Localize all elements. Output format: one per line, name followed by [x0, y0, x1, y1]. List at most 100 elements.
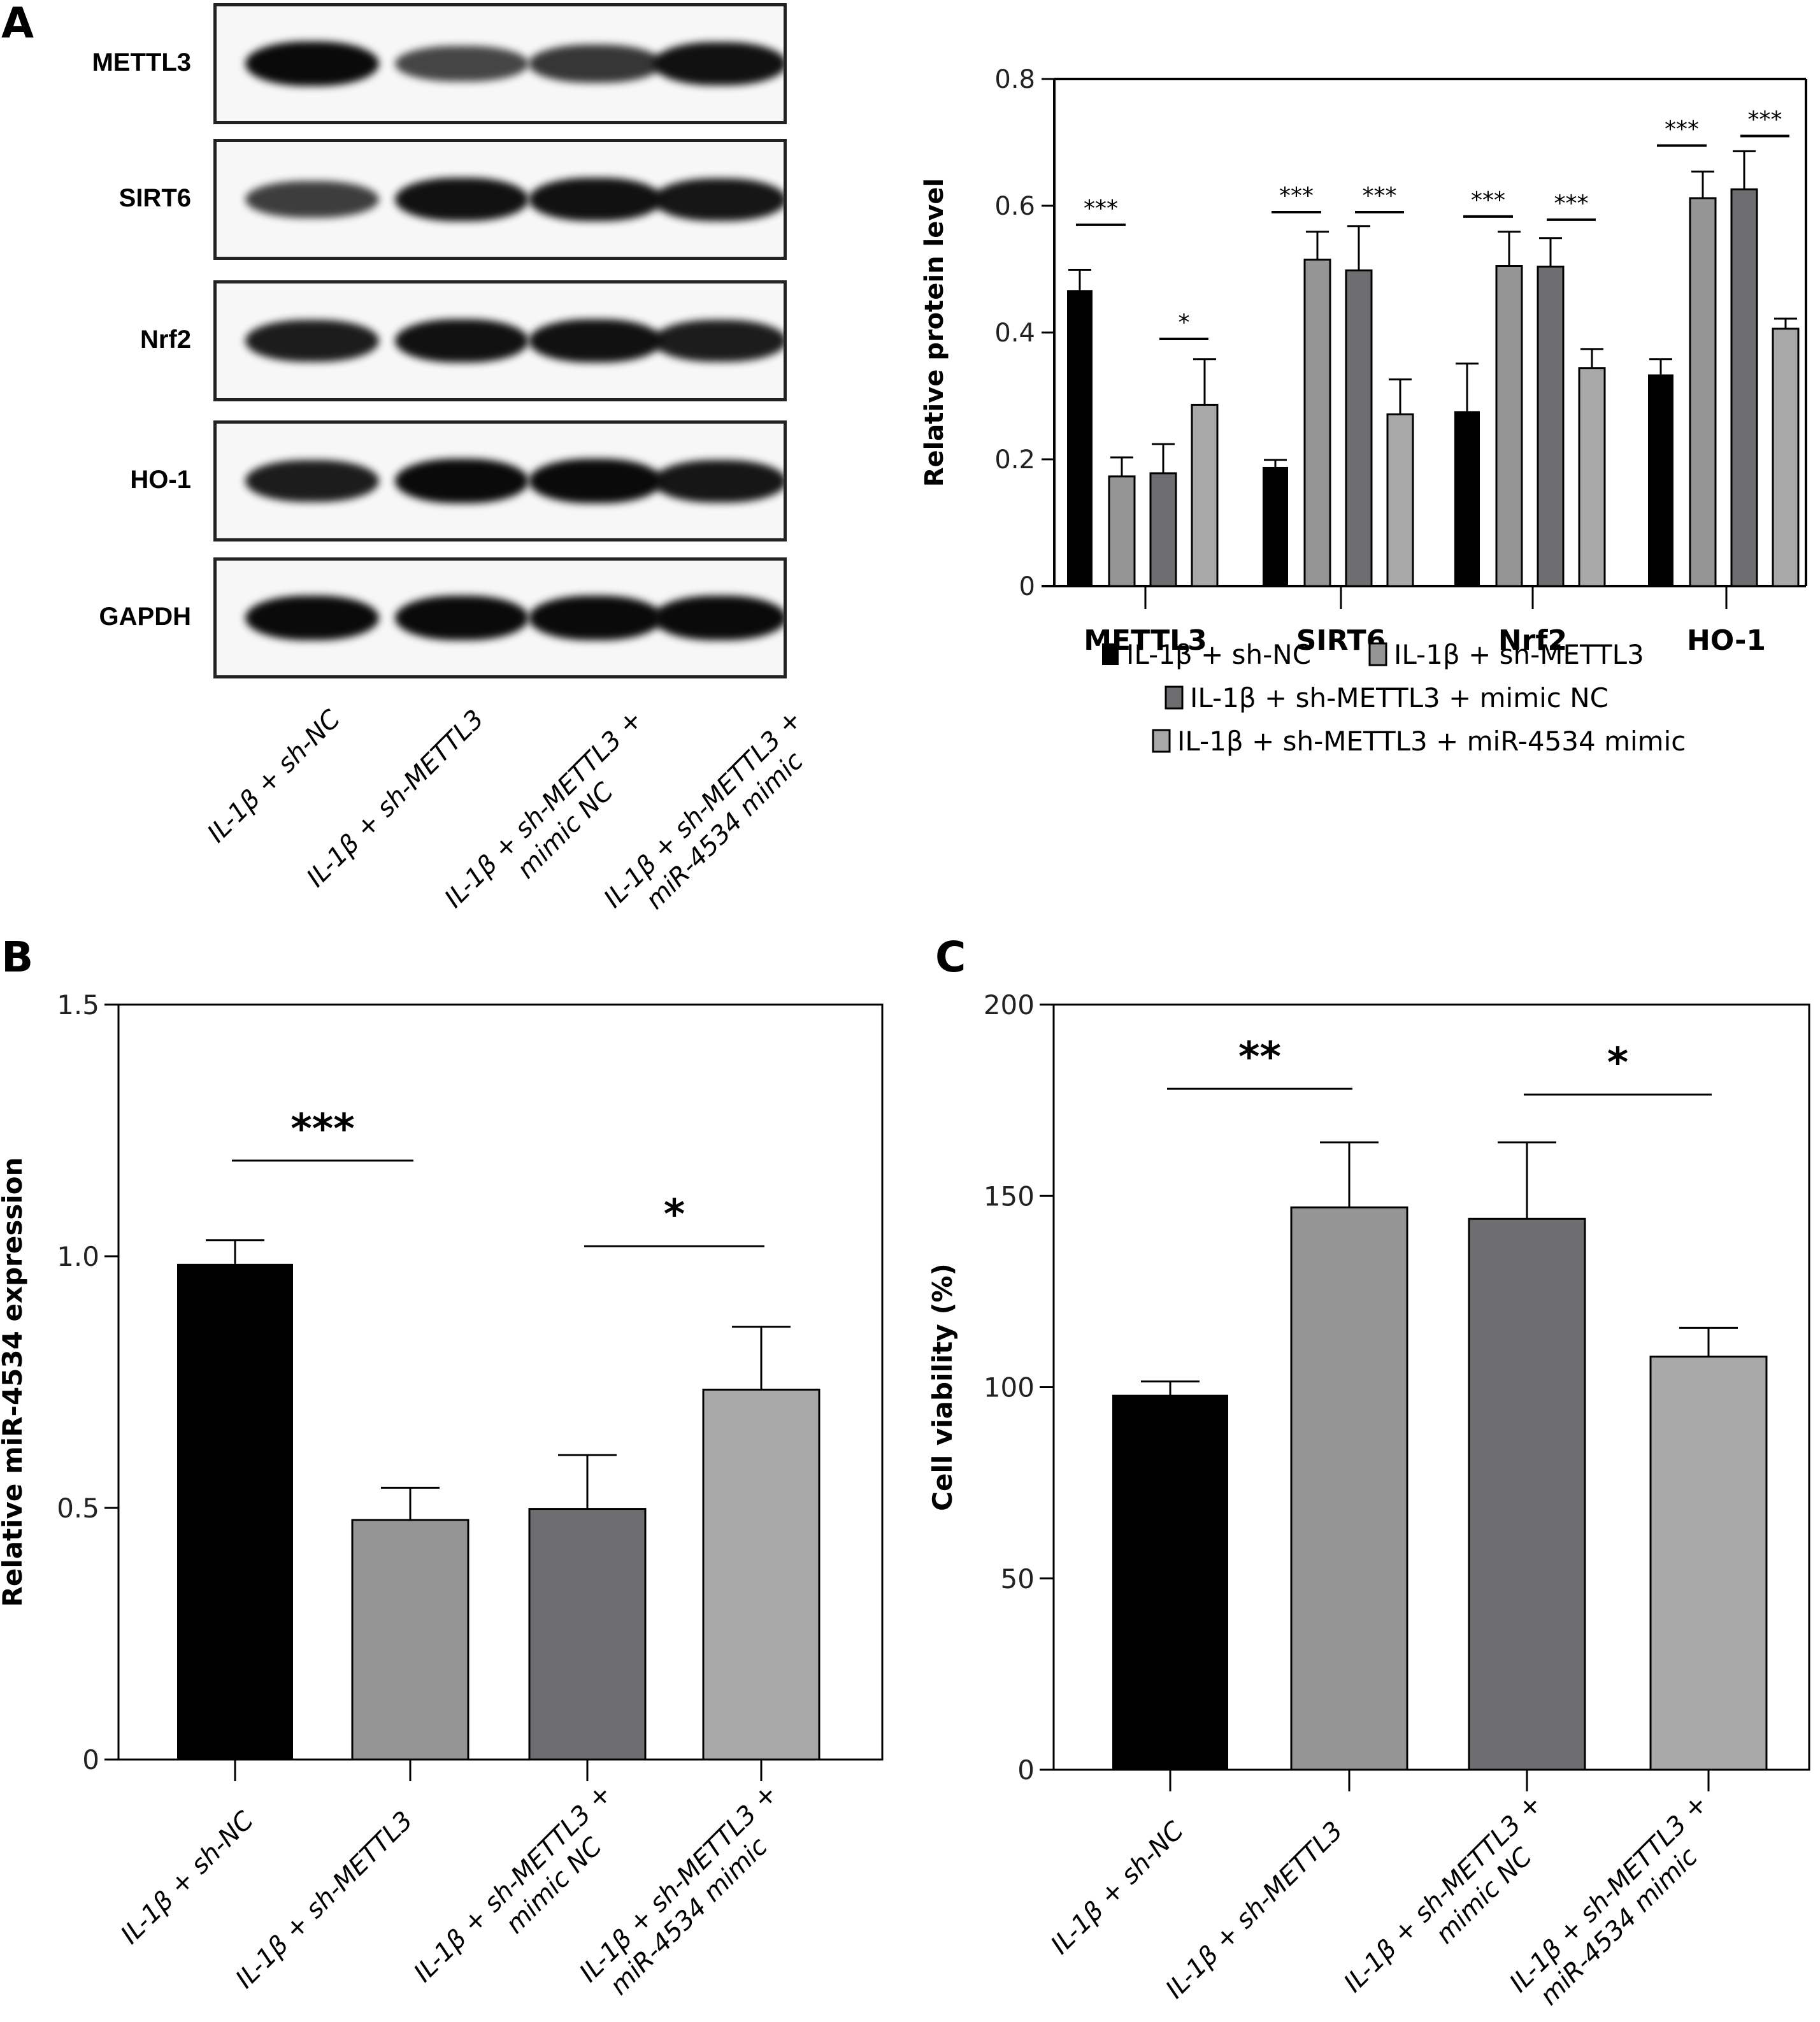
- bar-nrf2-1: [1495, 265, 1523, 587]
- blot-row-label: HO-1: [130, 466, 191, 494]
- blot-band: [395, 319, 529, 363]
- bar-ho-1-2: [1730, 188, 1758, 587]
- bar-mettl3-2: [1149, 472, 1177, 587]
- blot-band: [653, 596, 784, 640]
- blot-row-label: GAPDH: [99, 603, 191, 631]
- panel-label-c: C: [935, 933, 966, 982]
- panel-label-a: A: [1, 0, 34, 48]
- y-tick-label: 0.6: [994, 192, 1035, 221]
- bar-sirt6-3: [1386, 413, 1414, 587]
- blot-band: [529, 459, 663, 503]
- y-tick-label: 100: [984, 1372, 1035, 1403]
- blot-band: [245, 460, 379, 502]
- chart-c-cell-viability: 0 50 100 150 200 Cell viability (%) IL-1β + sh…: [927, 989, 1810, 2019]
- bar-1: [351, 1519, 469, 1761]
- significance-label: ***: [1471, 187, 1505, 213]
- significance-label: ***: [1554, 190, 1589, 217]
- blot-band: [395, 45, 529, 82]
- x-tick-label: IL-1β + sh-NC: [1045, 1816, 1189, 1960]
- chart-b-mir4534-expression: 0 0.5 1.0 1.5 Relative miR-4534 expression IL…: [0, 989, 884, 2009]
- significance-label: ***: [1279, 183, 1314, 209]
- blot-band: [245, 596, 379, 640]
- y-tick-label: 0.4: [994, 319, 1035, 348]
- y-tick-label: 0.2: [994, 445, 1035, 475]
- blot-band: [245, 41, 379, 86]
- blot-lane-label: IL-1β + sh-NC: [202, 704, 347, 849]
- bar-mettl3-0: [1067, 290, 1093, 586]
- blot-band: [653, 320, 784, 362]
- y-axis-label: Relative miR-4534 expression: [0, 1158, 28, 1607]
- x-tick-label: IL-1β + sh-METTL3 +miR-4534 mimic: [1504, 1789, 1735, 2019]
- blot-band: [245, 181, 379, 218]
- y-axis-label: Cell viability (%): [927, 1263, 958, 1511]
- blot-band: [653, 41, 784, 86]
- blot-row-label: SIRT6: [118, 184, 191, 212]
- bar-ho-1-1: [1689, 197, 1717, 587]
- bar-nrf2-0: [1454, 411, 1480, 586]
- y-tick-label: 1.5: [57, 989, 99, 1021]
- y-tick-label: 0.5: [57, 1493, 99, 1524]
- bar-ho-1-0: [1648, 374, 1673, 586]
- y-tick-label: 150: [984, 1180, 1035, 1212]
- blot-band: [529, 177, 663, 222]
- legend-swatch: [1368, 642, 1387, 666]
- legend-swatch: [1152, 729, 1171, 753]
- blot-band: [395, 459, 529, 503]
- bar-sirt6-0: [1263, 466, 1288, 586]
- significance-label: ***: [1363, 183, 1397, 209]
- legend-label: IL-1β + sh-METTL3 + mimic NC: [1190, 682, 1609, 713]
- blot-band: [395, 177, 529, 222]
- bar-mettl3-1: [1108, 475, 1136, 587]
- bar-nrf2-2: [1537, 266, 1565, 587]
- significance-label: *: [664, 1191, 685, 1238]
- blot-row-label: METTL3: [92, 48, 191, 76]
- blot-strip-ho-1: [213, 420, 787, 541]
- blot-band: [395, 596, 529, 640]
- legend-label: IL-1β + sh-METTL3 + miR-4534 mimic: [1177, 726, 1686, 757]
- bar-sirt6-2: [1345, 269, 1373, 587]
- significance-label: ***: [1084, 196, 1118, 222]
- blot-strip-nrf2: [213, 280, 787, 401]
- bar-2: [1468, 1217, 1586, 1771]
- legend-swatch: [1164, 685, 1184, 710]
- blot-band: [529, 45, 663, 83]
- blot-band: [245, 320, 379, 362]
- blot-strip-mettl3: [213, 3, 787, 124]
- bar-mettl3-3: [1191, 403, 1219, 587]
- bar-3: [1649, 1355, 1768, 1771]
- legend-label: IL-1β + sh-NC: [1126, 639, 1311, 670]
- significance-label: ***: [290, 1106, 354, 1153]
- x-tick-label: Nrf2: [1498, 624, 1567, 657]
- x-tick-label: IL-1β + sh-METTL3: [230, 1806, 419, 1995]
- blot-band: [529, 596, 663, 640]
- significance-label: *: [1179, 310, 1190, 336]
- bar-sirt6-1: [1303, 259, 1331, 587]
- x-tick-label: IL-1β + sh-METTL3 +miR-4534 mimic: [574, 1779, 805, 2009]
- blot-band: [653, 178, 784, 221]
- bar-3: [702, 1388, 820, 1761]
- blot-strip-sirt6: [213, 139, 787, 260]
- x-tick-label: HO-1: [1687, 624, 1766, 657]
- blot-band: [529, 319, 663, 363]
- legend-swatch: [1102, 643, 1119, 665]
- y-tick-label: 0: [1017, 1754, 1035, 1786]
- y-tick-label: 0: [1019, 572, 1035, 601]
- y-tick-label: 200: [984, 989, 1035, 1021]
- panel-label-b: B: [1, 933, 34, 982]
- y-axis-label: Relative protein level: [920, 178, 949, 487]
- significance-label: *: [1607, 1040, 1628, 1087]
- bar-nrf2-3: [1578, 367, 1606, 587]
- blot-row-label: Nrf2: [140, 326, 191, 354]
- bar-0: [177, 1263, 293, 1760]
- significance-label: ***: [1748, 107, 1782, 133]
- bar-1: [1290, 1206, 1408, 1771]
- bar-ho-1-3: [1772, 327, 1800, 587]
- blot-strip-gapdh: [213, 557, 787, 678]
- y-tick-label: 0: [82, 1744, 99, 1775]
- significance-label: **: [1238, 1034, 1281, 1081]
- x-tick-label: IL-1β + sh-NC: [115, 1805, 259, 1949]
- blot-band: [653, 459, 784, 503]
- bar-0: [1112, 1395, 1228, 1770]
- y-tick-label: 50: [1001, 1563, 1035, 1595]
